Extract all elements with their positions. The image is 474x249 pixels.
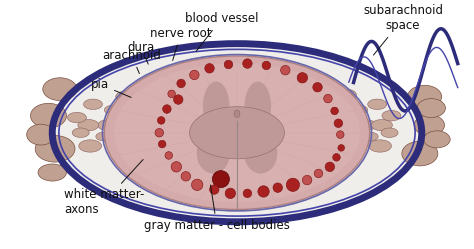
Ellipse shape <box>245 82 271 131</box>
Ellipse shape <box>363 132 378 141</box>
Ellipse shape <box>35 135 75 162</box>
Ellipse shape <box>43 78 77 101</box>
Text: blood vessel: blood vessel <box>184 12 258 52</box>
Circle shape <box>273 183 283 192</box>
Ellipse shape <box>197 134 230 174</box>
Ellipse shape <box>336 89 356 101</box>
Ellipse shape <box>357 120 376 130</box>
Ellipse shape <box>104 135 125 146</box>
Circle shape <box>324 94 332 103</box>
Circle shape <box>302 175 312 185</box>
Ellipse shape <box>244 134 277 174</box>
Circle shape <box>225 188 236 198</box>
Ellipse shape <box>351 105 368 115</box>
Ellipse shape <box>408 85 442 108</box>
Ellipse shape <box>38 164 66 181</box>
Ellipse shape <box>203 82 229 131</box>
Ellipse shape <box>104 105 121 115</box>
Circle shape <box>262 61 271 70</box>
Ellipse shape <box>78 120 99 131</box>
Circle shape <box>181 172 191 181</box>
Circle shape <box>331 107 338 115</box>
Circle shape <box>163 105 171 113</box>
Ellipse shape <box>382 111 401 121</box>
Circle shape <box>190 70 199 80</box>
Circle shape <box>338 145 345 151</box>
Text: subarachnoid
space: subarachnoid space <box>363 4 443 55</box>
Ellipse shape <box>116 151 133 160</box>
Ellipse shape <box>114 63 360 202</box>
Ellipse shape <box>341 151 358 160</box>
Circle shape <box>243 59 252 68</box>
Text: nerve root: nerve root <box>150 27 211 61</box>
Circle shape <box>297 72 308 83</box>
Circle shape <box>313 82 322 92</box>
Circle shape <box>165 152 173 159</box>
Ellipse shape <box>372 120 392 131</box>
Ellipse shape <box>414 115 445 135</box>
Ellipse shape <box>190 107 284 159</box>
Circle shape <box>171 162 182 172</box>
Ellipse shape <box>369 140 392 152</box>
Text: dura: dura <box>127 41 154 64</box>
Ellipse shape <box>30 103 66 128</box>
Ellipse shape <box>67 112 86 123</box>
Circle shape <box>212 171 229 188</box>
Circle shape <box>177 79 185 88</box>
Circle shape <box>168 90 175 98</box>
Circle shape <box>243 189 252 198</box>
Circle shape <box>281 65 290 75</box>
Ellipse shape <box>104 56 370 209</box>
Circle shape <box>191 179 203 190</box>
Circle shape <box>224 60 233 69</box>
Text: white matter-
axons: white matter- axons <box>64 160 145 216</box>
Ellipse shape <box>79 140 101 152</box>
Ellipse shape <box>96 132 111 141</box>
Text: arachnoid: arachnoid <box>102 49 161 73</box>
Ellipse shape <box>98 120 117 130</box>
Circle shape <box>205 63 214 73</box>
Ellipse shape <box>424 131 450 148</box>
Ellipse shape <box>83 99 102 110</box>
Ellipse shape <box>234 110 240 118</box>
Text: gray matter - cell bodies: gray matter - cell bodies <box>144 185 290 232</box>
Circle shape <box>158 140 166 148</box>
Ellipse shape <box>402 141 438 166</box>
Ellipse shape <box>417 99 446 118</box>
Circle shape <box>334 119 343 127</box>
Circle shape <box>210 185 219 194</box>
Circle shape <box>314 169 323 178</box>
Ellipse shape <box>368 99 387 110</box>
Circle shape <box>258 186 269 197</box>
Circle shape <box>155 128 164 137</box>
Circle shape <box>286 178 300 191</box>
Ellipse shape <box>381 128 398 137</box>
Ellipse shape <box>56 48 418 218</box>
Circle shape <box>333 154 340 161</box>
Ellipse shape <box>349 135 370 146</box>
Circle shape <box>337 131 344 138</box>
Text: pia: pia <box>91 78 131 97</box>
Ellipse shape <box>116 91 137 102</box>
Ellipse shape <box>72 128 89 137</box>
Circle shape <box>173 95 183 104</box>
Circle shape <box>157 117 165 124</box>
Circle shape <box>325 162 335 172</box>
Ellipse shape <box>27 124 55 145</box>
